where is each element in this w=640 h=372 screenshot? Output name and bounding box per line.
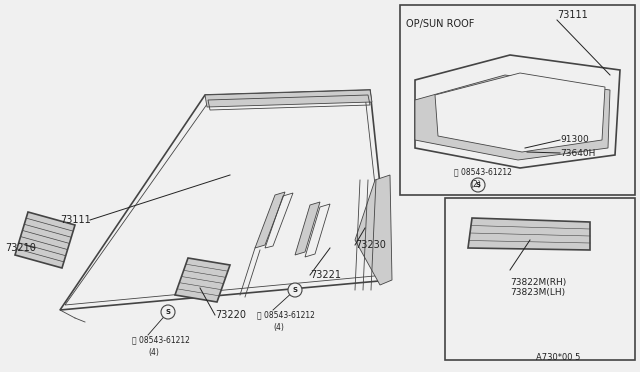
Text: 73230: 73230 xyxy=(355,240,386,250)
Text: A730*00 5: A730*00 5 xyxy=(536,353,580,362)
Polygon shape xyxy=(205,90,372,107)
Text: (4): (4) xyxy=(148,348,159,357)
Text: OP/SUN ROOF: OP/SUN ROOF xyxy=(406,19,474,29)
Text: 91300: 91300 xyxy=(560,135,589,144)
Polygon shape xyxy=(15,212,75,268)
Text: 73221: 73221 xyxy=(310,270,341,280)
Polygon shape xyxy=(255,192,285,248)
Text: (4): (4) xyxy=(273,323,284,332)
Polygon shape xyxy=(468,218,590,250)
Text: 73111: 73111 xyxy=(557,10,588,20)
Polygon shape xyxy=(355,175,392,285)
Polygon shape xyxy=(60,90,390,310)
Polygon shape xyxy=(295,202,320,255)
Circle shape xyxy=(288,283,302,297)
Polygon shape xyxy=(175,258,230,302)
Bar xyxy=(400,5,635,195)
Polygon shape xyxy=(415,75,610,160)
Text: 73111: 73111 xyxy=(60,215,91,225)
Text: Ⓢ 08543-61212: Ⓢ 08543-61212 xyxy=(257,310,315,319)
Circle shape xyxy=(471,178,485,192)
Text: 73210: 73210 xyxy=(5,243,36,253)
Text: S: S xyxy=(166,309,170,315)
Polygon shape xyxy=(415,55,620,168)
Text: Ⓢ 08543-61212: Ⓢ 08543-61212 xyxy=(132,335,190,344)
Text: 73822M(RH)
73823M(LH): 73822M(RH) 73823M(LH) xyxy=(510,278,566,297)
Text: S: S xyxy=(476,182,481,188)
Text: 73220: 73220 xyxy=(215,310,246,320)
Polygon shape xyxy=(435,73,605,152)
Text: S: S xyxy=(292,287,298,293)
Text: (2): (2) xyxy=(470,180,481,189)
Text: 73640H: 73640H xyxy=(560,148,595,157)
Bar xyxy=(445,198,635,360)
Text: Ⓢ 08543-61212: Ⓢ 08543-61212 xyxy=(454,167,512,176)
Circle shape xyxy=(161,305,175,319)
